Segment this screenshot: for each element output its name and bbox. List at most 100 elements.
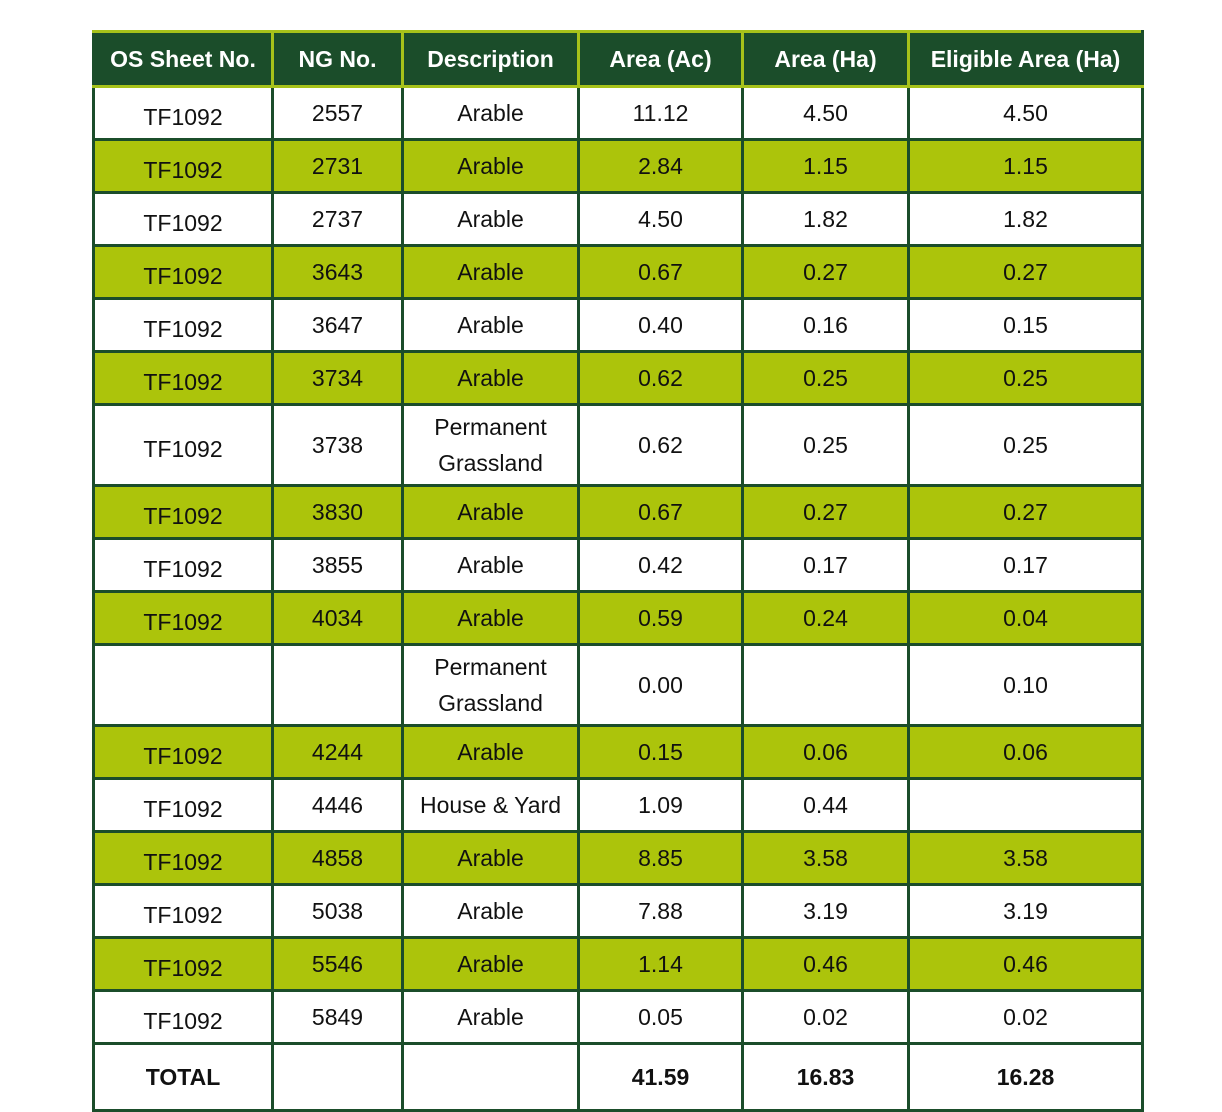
- cell-area-ha: 1.15: [741, 138, 910, 194]
- column-header-description: Description: [401, 30, 580, 88]
- cell-description: Arable: [401, 989, 580, 1045]
- cell-area-ha: 0.02: [741, 989, 910, 1045]
- cell-area-ha: 0.16: [741, 297, 910, 353]
- cell-os-sheet: TF1092: [92, 777, 274, 833]
- cell-eligible-area: 0.46: [907, 936, 1144, 992]
- cell-ng-no: 3830: [271, 484, 404, 540]
- cell-area-ac: 1.14: [577, 936, 744, 992]
- cell-ng-no: 3647: [271, 297, 404, 353]
- table-row: TF1092 5546 Arable 1.14 0.46 0.46: [92, 936, 1144, 992]
- description-line: Arable: [457, 605, 524, 631]
- total-area-ha: 16.83: [741, 1042, 910, 1112]
- cell-ng-no: 4446: [271, 777, 404, 833]
- cell-os-sheet: TF1092: [92, 936, 274, 992]
- table-footer: TOTAL 41.59 16.83 16.28: [92, 1042, 1144, 1112]
- cell-description: Arable: [401, 244, 580, 300]
- cell-eligible-area: 0.02: [907, 989, 1144, 1045]
- total-eligible-area: 16.28: [907, 1042, 1144, 1112]
- description-line: Grassland: [438, 450, 543, 476]
- cell-area-ac: 1.09: [577, 777, 744, 833]
- description-line: Arable: [457, 499, 524, 525]
- cell-os-sheet: TF1092: [92, 191, 274, 247]
- description-line: Arable: [457, 898, 524, 924]
- cell-description: Arable: [401, 138, 580, 194]
- table-row: Permanent Grassland 0.00 0.10: [92, 643, 1144, 727]
- cell-ng-no: 2731: [271, 138, 404, 194]
- total-row: TOTAL 41.59 16.83 16.28: [92, 1042, 1144, 1112]
- cell-os-sheet: TF1092: [92, 297, 274, 353]
- cell-area-ha: 4.50: [741, 85, 910, 141]
- cell-os-sheet: TF1092: [92, 724, 274, 780]
- cell-eligible-area: 0.17: [907, 537, 1144, 593]
- table-row: TF1092 3738 Permanent Grassland 0.62 0.25 0.25: [92, 403, 1144, 487]
- column-header-area-ha: Area (Ha): [741, 30, 910, 88]
- cell-area-ha: 0.27: [741, 244, 910, 300]
- cell-ng-no: 3738: [271, 403, 404, 487]
- cell-ng-no: 3855: [271, 537, 404, 593]
- cell-area-ac: 0.42: [577, 537, 744, 593]
- cell-area-ac: 0.67: [577, 484, 744, 540]
- cell-description: Arable: [401, 537, 580, 593]
- cell-ng-no: 5849: [271, 989, 404, 1045]
- column-header-eligible-area: Eligible Area (Ha): [907, 30, 1144, 88]
- table-row: TF1092 4858 Arable 8.85 3.58 3.58: [92, 830, 1144, 886]
- description-line: Arable: [457, 312, 524, 338]
- description-line: Arable: [457, 259, 524, 285]
- cell-eligible-area: 1.15: [907, 138, 1144, 194]
- cell-eligible-area: 0.27: [907, 244, 1144, 300]
- table-row: TF1092 4244 Arable 0.15 0.06 0.06: [92, 724, 1144, 780]
- table-row: TF1092 2557 Arable 11.12 4.50 4.50: [92, 85, 1144, 141]
- cell-description: Arable: [401, 484, 580, 540]
- cell-area-ac: 0.15: [577, 724, 744, 780]
- description-line: Grassland: [438, 690, 543, 716]
- cell-os-sheet: [92, 643, 274, 727]
- cell-area-ha: [741, 643, 910, 727]
- table-row: TF1092 3855 Arable 0.42 0.17 0.17: [92, 537, 1144, 593]
- cell-eligible-area: 0.06: [907, 724, 1144, 780]
- total-ng: [271, 1042, 404, 1112]
- table-header: OS Sheet No. NG No. Description Area (Ac…: [92, 30, 1144, 88]
- description-line: Arable: [457, 365, 524, 391]
- column-header-os-sheet: OS Sheet No.: [92, 30, 274, 88]
- cell-description: Arable: [401, 936, 580, 992]
- cell-area-ha: 3.58: [741, 830, 910, 886]
- cell-eligible-area: 0.25: [907, 350, 1144, 406]
- table-row: TF1092 3830 Arable 0.67 0.27 0.27: [92, 484, 1144, 540]
- land-parcel-table: OS Sheet No. NG No. Description Area (Ac…: [92, 30, 1144, 1112]
- column-header-ng-no: NG No.: [271, 30, 404, 88]
- description-line: Arable: [457, 206, 524, 232]
- cell-area-ha: 3.19: [741, 883, 910, 939]
- cell-ng-no: 5546: [271, 936, 404, 992]
- cell-os-sheet: TF1092: [92, 537, 274, 593]
- description-line: Arable: [457, 100, 524, 126]
- cell-ng-no: 4858: [271, 830, 404, 886]
- cell-description: Permanent Grassland: [401, 643, 580, 727]
- cell-os-sheet: TF1092: [92, 350, 274, 406]
- cell-ng-no: 2737: [271, 191, 404, 247]
- description-line: Arable: [457, 739, 524, 765]
- cell-area-ac: 8.85: [577, 830, 744, 886]
- table-body: TF1092 2557 Arable 11.12 4.50 4.50 TF1092 2731 A…: [92, 85, 1144, 1045]
- description-line: Arable: [457, 951, 524, 977]
- description-line: Arable: [457, 845, 524, 871]
- cell-area-ac: 4.50: [577, 191, 744, 247]
- cell-area-ha: 0.17: [741, 537, 910, 593]
- cell-os-sheet: TF1092: [92, 883, 274, 939]
- cell-area-ac: 0.62: [577, 403, 744, 487]
- cell-description: Arable: [401, 724, 580, 780]
- cell-area-ac: 0.62: [577, 350, 744, 406]
- total-area-ac: 41.59: [577, 1042, 744, 1112]
- cell-os-sheet: TF1092: [92, 989, 274, 1045]
- cell-eligible-area: 1.82: [907, 191, 1144, 247]
- cell-os-sheet: TF1092: [92, 85, 274, 141]
- cell-area-ha: 0.27: [741, 484, 910, 540]
- total-label: TOTAL: [92, 1042, 274, 1112]
- cell-eligible-area: 4.50: [907, 85, 1144, 141]
- cell-description: Arable: [401, 191, 580, 247]
- cell-description: Arable: [401, 883, 580, 939]
- cell-description: Arable: [401, 85, 580, 141]
- cell-os-sheet: TF1092: [92, 590, 274, 646]
- cell-area-ha: 0.46: [741, 936, 910, 992]
- cell-description: Permanent Grassland: [401, 403, 580, 487]
- cell-eligible-area: [907, 777, 1144, 833]
